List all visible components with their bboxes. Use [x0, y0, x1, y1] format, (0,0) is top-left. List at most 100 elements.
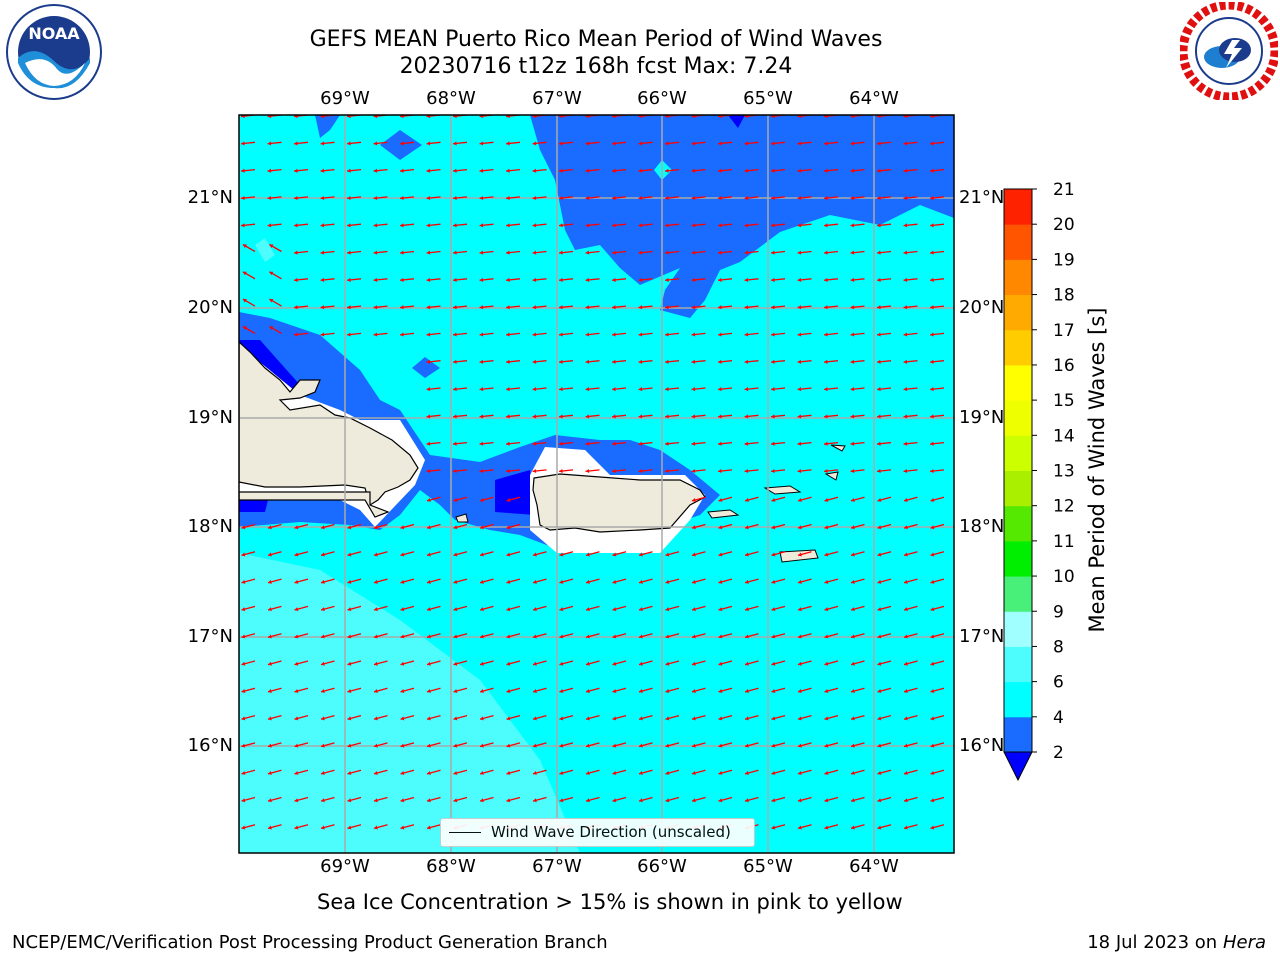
wind-wave-arrow-head [718, 195, 722, 201]
wind-wave-arrow-head [718, 305, 722, 310]
wind-wave-arrow-head [691, 332, 696, 337]
wind-wave-arrow-head [824, 168, 828, 173]
wind-wave-arrow-head [506, 195, 510, 201]
wind-wave-arrow-head [850, 277, 855, 282]
colorbar-segment [1004, 259, 1032, 296]
wind-wave-arrow-head [585, 223, 590, 228]
wind-wave-arrow-head [294, 168, 298, 173]
wind-wave-arrow-head [797, 579, 802, 584]
wind-wave-arrow-head [241, 141, 245, 146]
wind-wave-arrow-head [373, 661, 378, 666]
wind-wave-arrow-head [930, 525, 935, 530]
wind-wave-arrow-head [638, 552, 643, 557]
wind-wave-arrow-head [850, 607, 855, 612]
land-mona-island [455, 513, 469, 523]
colorbar-tick-label: 2 [1053, 743, 1064, 763]
wind-wave-arrow-head [824, 525, 829, 530]
wind-wave-arrow-head [532, 770, 537, 775]
wind-wave-arrow-head [797, 441, 802, 446]
wind-wave-arrow-head [691, 770, 696, 775]
wind-wave-arrow-head [903, 716, 908, 721]
wind-wave-arrow-head [453, 277, 457, 282]
wind-wave-arrow-head [665, 716, 670, 721]
wind-wave-arrow-head [426, 387, 431, 392]
wind-wave-arrow-head [744, 497, 749, 502]
wind-wave-arrow-head [347, 661, 352, 666]
wind-wave-arrow-head [638, 798, 643, 803]
wind-wave-arrow-head [294, 825, 299, 830]
wind-wave-arrow-head [797, 716, 802, 721]
wind-wave-arrow-head [638, 661, 643, 666]
wind-wave-arrow-head [930, 798, 935, 803]
wind-wave-arrow-head [824, 305, 828, 310]
wind-wave-arrow-head [241, 115, 245, 119]
wind-wave-arrow-head [744, 277, 749, 282]
wind-wave-arrow-head [269, 271, 274, 276]
wind-wave-arrow-head [373, 115, 378, 119]
wind-wave-arrow-head [718, 141, 722, 146]
wind-wave-arrow-head [903, 359, 908, 364]
field-band-4-6s-north [530, 115, 954, 318]
wind-wave-arrow-head [930, 168, 934, 173]
wind-wave-arrow-head [241, 607, 246, 612]
wind-wave-arrow-head [718, 607, 723, 612]
wind-wave-arrow-head [850, 468, 855, 474]
wind-wave-arrow-head [585, 661, 590, 666]
wind-wave-arrow-head [453, 661, 458, 666]
wind-wave-arrow-head [267, 223, 272, 228]
wind-wave-arrow-head [797, 115, 802, 119]
wind-wave-arrow-head [797, 743, 802, 748]
wind-wave-arrow-head [320, 634, 325, 639]
colorbar-segment [1004, 435, 1032, 471]
colorbar-segment [1004, 505, 1032, 542]
wind-wave-arrow-head [797, 634, 802, 639]
wind-wave-arrow-head [771, 277, 775, 282]
wind-wave-arrow-head [824, 661, 829, 666]
wind-wave-arrow-head [638, 607, 643, 612]
wind-wave-arrow-head [612, 332, 616, 337]
wind-wave-arrow-head [426, 141, 431, 146]
wind-wave-arrow-head [771, 223, 775, 228]
wind-wave-arrow-head [665, 689, 670, 694]
wind-wave-arrow-head [559, 661, 564, 666]
wind-wave-arrow-head [665, 743, 670, 748]
wind-wave-arrow-head [638, 305, 643, 310]
wind-wave-arrow-head [718, 716, 723, 721]
wind-wave-arrow-head [612, 223, 616, 228]
wind-wave-arrow-head [506, 141, 510, 146]
wind-wave-arrow-head [294, 277, 298, 282]
wind-wave-arrow-head [824, 250, 828, 255]
wind-wave-arrow-head [903, 607, 908, 612]
wind-wave-arrow-head [347, 277, 351, 282]
wind-wave-arrow-head [691, 305, 696, 310]
wind-wave-arrow-head [532, 195, 537, 201]
wind-wave-arrow-head [241, 661, 246, 666]
wind-wave-arrow-head [320, 168, 325, 173]
wind-wave-arrow-head [294, 115, 298, 119]
wind-wave-arrow-head [744, 743, 749, 748]
wind-wave-arrow-head [638, 716, 643, 721]
wind-wave-arrow-head [638, 634, 643, 639]
wind-wave-arrow-head [373, 332, 378, 337]
wind-wave-arrow-head [612, 168, 616, 173]
wind-wave-arrow-head [585, 305, 590, 310]
field-patch-ne [728, 115, 745, 128]
wind-wave-arrow-head [691, 634, 696, 639]
wind-wave-arrow-head [241, 195, 245, 201]
wind-wave-arrow-head [241, 825, 246, 830]
wind-wave-arrow-head [797, 770, 802, 775]
wind-wave-arrow-head [532, 468, 537, 474]
noaa-logo-text: NOAA [28, 24, 80, 43]
wind-wave-arrow-head [294, 332, 298, 337]
wind-wave-arrow-head [294, 661, 299, 666]
wind-wave-arrow-head [506, 770, 511, 775]
wind-wave-arrow-head [506, 305, 510, 310]
wind-wave-arrow-head [559, 607, 564, 612]
wind-wave-arrow-head [930, 661, 935, 666]
wind-wave-arrow-head [930, 277, 934, 282]
wind-wave-arrow-head [665, 305, 669, 310]
wind-wave-arrow-head [744, 579, 749, 584]
field-patch-north [654, 160, 672, 180]
wind-wave-arrow-head [559, 359, 563, 364]
wind-wave-arrow-head [373, 141, 378, 146]
